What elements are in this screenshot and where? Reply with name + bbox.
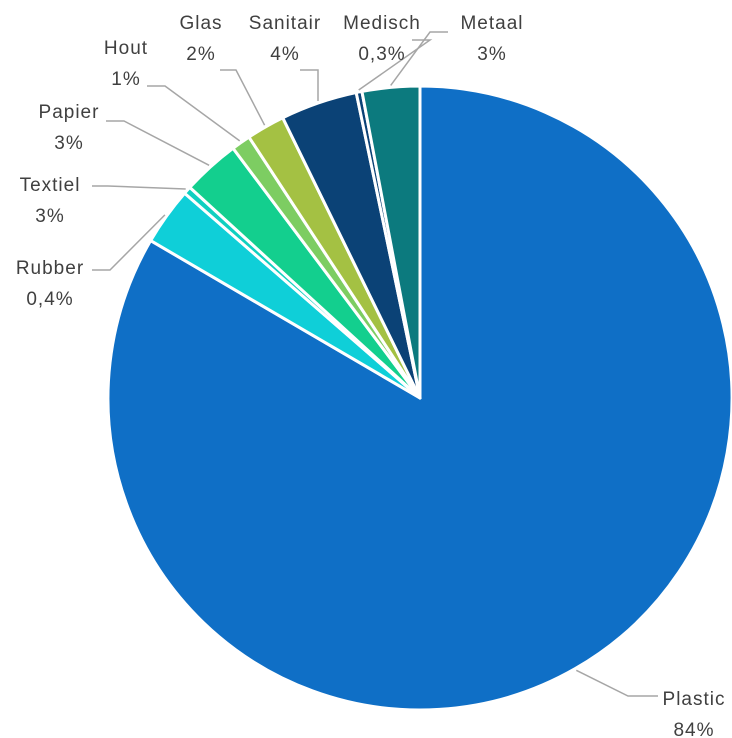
leader-line-metaal <box>390 31 448 86</box>
leader-line-hout <box>147 85 241 142</box>
leader-line-papier <box>106 120 210 166</box>
label-hout-value: 1% <box>111 69 140 90</box>
pie-slice-metaal <box>360 84 422 400</box>
leader-lines <box>92 31 658 697</box>
leader-line-textiel <box>92 185 186 190</box>
label-medisch-value: 0,3% <box>358 44 405 65</box>
label-plastic-name: Plastic <box>663 689 726 710</box>
leader-line-sanitair <box>300 69 319 101</box>
pie-slices <box>106 84 732 712</box>
label-rubber-name: Rubber <box>16 258 84 279</box>
label-papier-name: Papier <box>39 102 100 123</box>
label-medisch-name: Medisch <box>343 13 421 34</box>
slice-labels: Plastic 84% Rubber 0,4% Textiel 3% Papie… <box>16 13 726 738</box>
leader-line-glas <box>220 69 266 126</box>
label-sanitair-name: Sanitair <box>249 13 321 34</box>
label-plastic-value: 84% <box>673 720 714 738</box>
label-glas-value: 2% <box>186 44 215 65</box>
leader-line-medisch <box>358 39 433 91</box>
leader-line-rubber <box>92 214 166 271</box>
label-sanitair-value: 4% <box>270 44 299 65</box>
label-textiel-value: 3% <box>35 206 64 227</box>
leader-line-plastic <box>575 669 658 697</box>
label-hout-name: Hout <box>104 38 148 59</box>
label-metaal-name: Metaal <box>460 13 523 34</box>
label-textiel-name: Textiel <box>20 175 81 196</box>
label-papier-value: 3% <box>54 133 83 154</box>
label-glas-name: Glas <box>179 13 222 34</box>
label-rubber-value: 0,4% <box>26 289 73 310</box>
label-metaal-value: 3% <box>477 44 506 65</box>
